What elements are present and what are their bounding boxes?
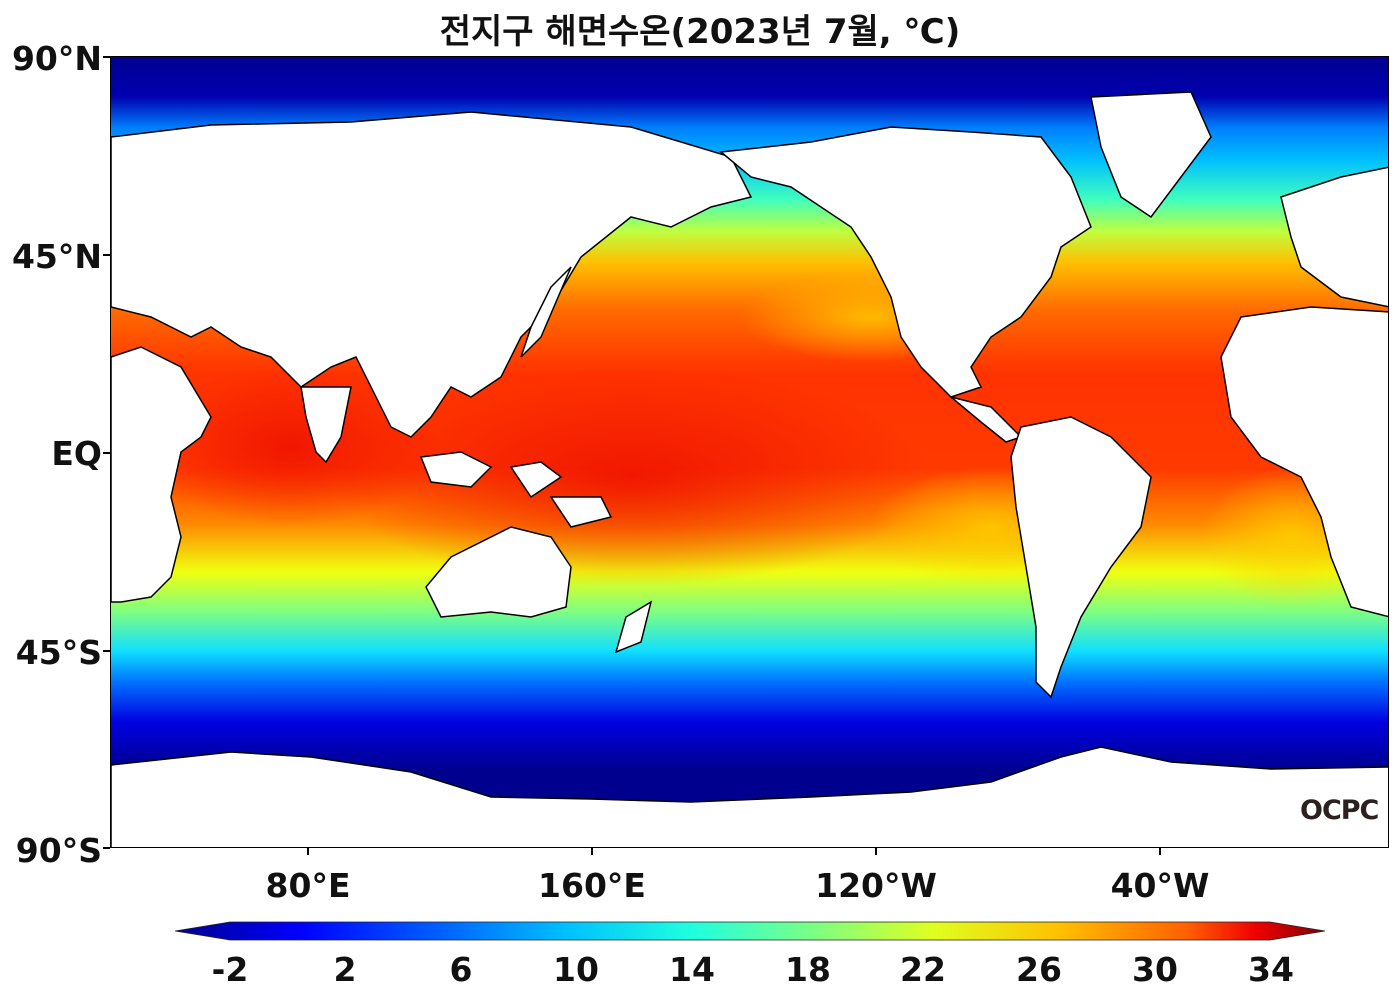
indian-warm [141, 367, 441, 527]
lon-label-40w: 40°W [1110, 866, 1210, 905]
lon-label-80e: 80°E [265, 866, 351, 905]
land [111, 91, 1388, 847]
colorbar-label: 14 [669, 950, 715, 989]
lon-tick [591, 848, 593, 855]
lat-label-45s: 45°S [15, 633, 102, 672]
lat-tick [103, 452, 110, 454]
sst-map-svg [111, 57, 1388, 847]
colorbar-label: 10 [553, 950, 599, 989]
lat-label-eq: EQ [51, 434, 102, 473]
colorbar-label: 18 [785, 950, 831, 989]
colorbar-label: 2 [333, 950, 357, 989]
sst-map [110, 56, 1389, 848]
lon-tick [307, 848, 309, 855]
colorbar-label: 6 [449, 950, 473, 989]
lat-label-90n: 90°N [11, 39, 102, 78]
ocpc-logo: OCPC [1300, 795, 1379, 826]
colorbar-label: 30 [1132, 950, 1178, 989]
lat-tick [103, 56, 110, 58]
lon-tick [1159, 848, 1161, 855]
colorbar-label: 34 [1248, 950, 1294, 989]
lat-tick [103, 254, 110, 256]
warm-pool [331, 367, 931, 587]
lat-tick [103, 650, 110, 652]
map-title: 전지구 해면수온(2023년 7월, ℃) [439, 12, 961, 52]
colorbar-label: 22 [900, 950, 946, 989]
colorbar-label: -2 [211, 950, 249, 989]
lat-label-45n: 45°N [11, 237, 102, 276]
lon-tick [875, 848, 877, 855]
colorbar-fill [175, 921, 1325, 941]
colorbar [175, 921, 1325, 941]
colorbar-label: 26 [1016, 950, 1062, 989]
lat-label-90s: 90°S [15, 831, 102, 870]
lat-tick [103, 847, 110, 849]
lon-label-120w: 120°W [815, 866, 937, 905]
lon-label-160e: 160°E [538, 866, 646, 905]
